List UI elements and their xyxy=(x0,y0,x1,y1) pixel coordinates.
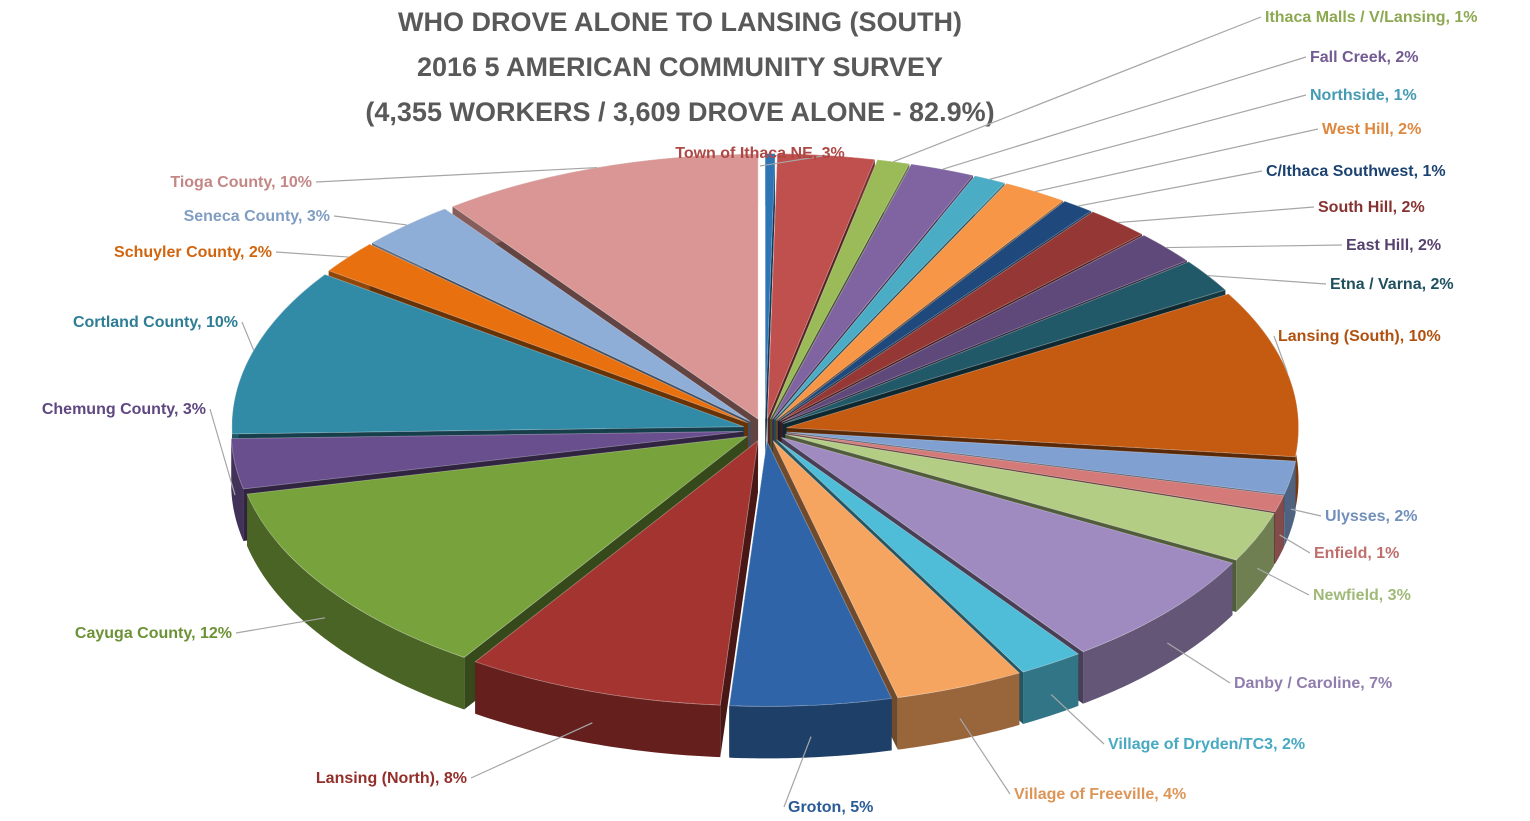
slice-label-4: Northside, 1% xyxy=(1310,87,1417,104)
leader-line-14 xyxy=(1167,642,1231,684)
slice-label-11: Ulysses, 2% xyxy=(1325,508,1418,525)
slice-label-12: Enfield, 1% xyxy=(1314,545,1399,562)
leader-line-15 xyxy=(1050,694,1105,745)
slice-label-2: Ithaca Malls / V/Lansing, 1% xyxy=(1265,9,1478,26)
leader-line-24 xyxy=(315,166,598,183)
slice-label-16: Village of Freeville, 4% xyxy=(1014,786,1186,803)
slice-labels: Town of Ithaca NE, 3% Ithaca Malls / V/La… xyxy=(42,9,1478,816)
chart-title: WHO DROVE ALONE TO LANSING (SOUTH) 2016 … xyxy=(300,0,1060,135)
leader-line-9 xyxy=(1207,274,1327,285)
pie-slice-17 xyxy=(728,440,893,759)
leader-line-1 xyxy=(759,154,827,167)
leader-line-2 xyxy=(893,16,1262,163)
leader-line-22 xyxy=(275,251,349,258)
leader-line-17 xyxy=(783,736,812,808)
slice-label-5: West Hill, 2% xyxy=(1322,121,1421,138)
chart-title-line-3: (4,355 WORKERS / 3,609 DROVE ALONE - 82.… xyxy=(365,97,995,127)
chart-title-line-1: WHO DROVE ALONE TO LANSING (SOUTH) xyxy=(398,7,962,37)
slice-label-6: C/Ithaca Southwest, 1% xyxy=(1266,163,1446,180)
slice-label-22: Schuyler County, 2% xyxy=(114,244,272,261)
slice-label-7: South Hill, 2% xyxy=(1318,199,1425,216)
slice-label-18: Lansing (North), 8% xyxy=(316,770,467,787)
slice-label-1: Town of Ithaca NE, 3% xyxy=(675,145,845,162)
leader-line-16 xyxy=(959,718,1011,795)
leader-line-7 xyxy=(1117,206,1315,224)
slice-label-24: Tioga County, 10% xyxy=(170,174,312,191)
pie-slice-18 xyxy=(474,439,759,758)
slice-label-21: Cortland County, 10% xyxy=(73,314,238,331)
slice-label-10: Lansing (South), 10% xyxy=(1278,328,1441,345)
slice-label-23: Seneca County, 3% xyxy=(184,208,330,225)
leader-line-6 xyxy=(1077,170,1263,207)
leader-line-23 xyxy=(333,215,407,226)
slice-label-14: Danby / Caroline, 7% xyxy=(1234,675,1392,692)
slice-label-15: Village of Dryden/TC3, 2% xyxy=(1108,736,1305,753)
slice-label-19: Cayuga County, 12% xyxy=(75,625,232,642)
slice-label-8: East Hill, 2% xyxy=(1346,237,1441,254)
leader-line-12 xyxy=(1279,534,1311,554)
leader-line-5 xyxy=(1035,128,1319,193)
leader-line-21 xyxy=(241,321,255,351)
pie-slice-0 xyxy=(764,153,776,471)
slice-label-13: Newfield, 3% xyxy=(1313,587,1411,604)
leader-line-11 xyxy=(1290,508,1322,517)
leader-line-4 xyxy=(989,94,1307,180)
slice-label-17: Groton, 5% xyxy=(788,799,873,816)
pie-slices xyxy=(230,153,1299,759)
chart-title-line-2: 2016 5 AMERICAN COMMUNITY SURVEY xyxy=(416,52,944,82)
leader-line-18 xyxy=(470,722,593,779)
leader-lines xyxy=(209,16,1343,808)
slice-label-20: Chemung County, 3% xyxy=(42,401,206,418)
leader-line-10 xyxy=(1273,335,1288,373)
leader-line-19 xyxy=(235,617,326,634)
leader-line-8 xyxy=(1166,244,1343,249)
leader-line-20 xyxy=(209,408,236,496)
slice-label-9: Etna / Varna, 2% xyxy=(1330,276,1454,293)
leader-line-3 xyxy=(942,56,1307,170)
leader-line-13 xyxy=(1257,567,1310,596)
slice-label-3: Fall Creek, 2% xyxy=(1310,49,1419,66)
